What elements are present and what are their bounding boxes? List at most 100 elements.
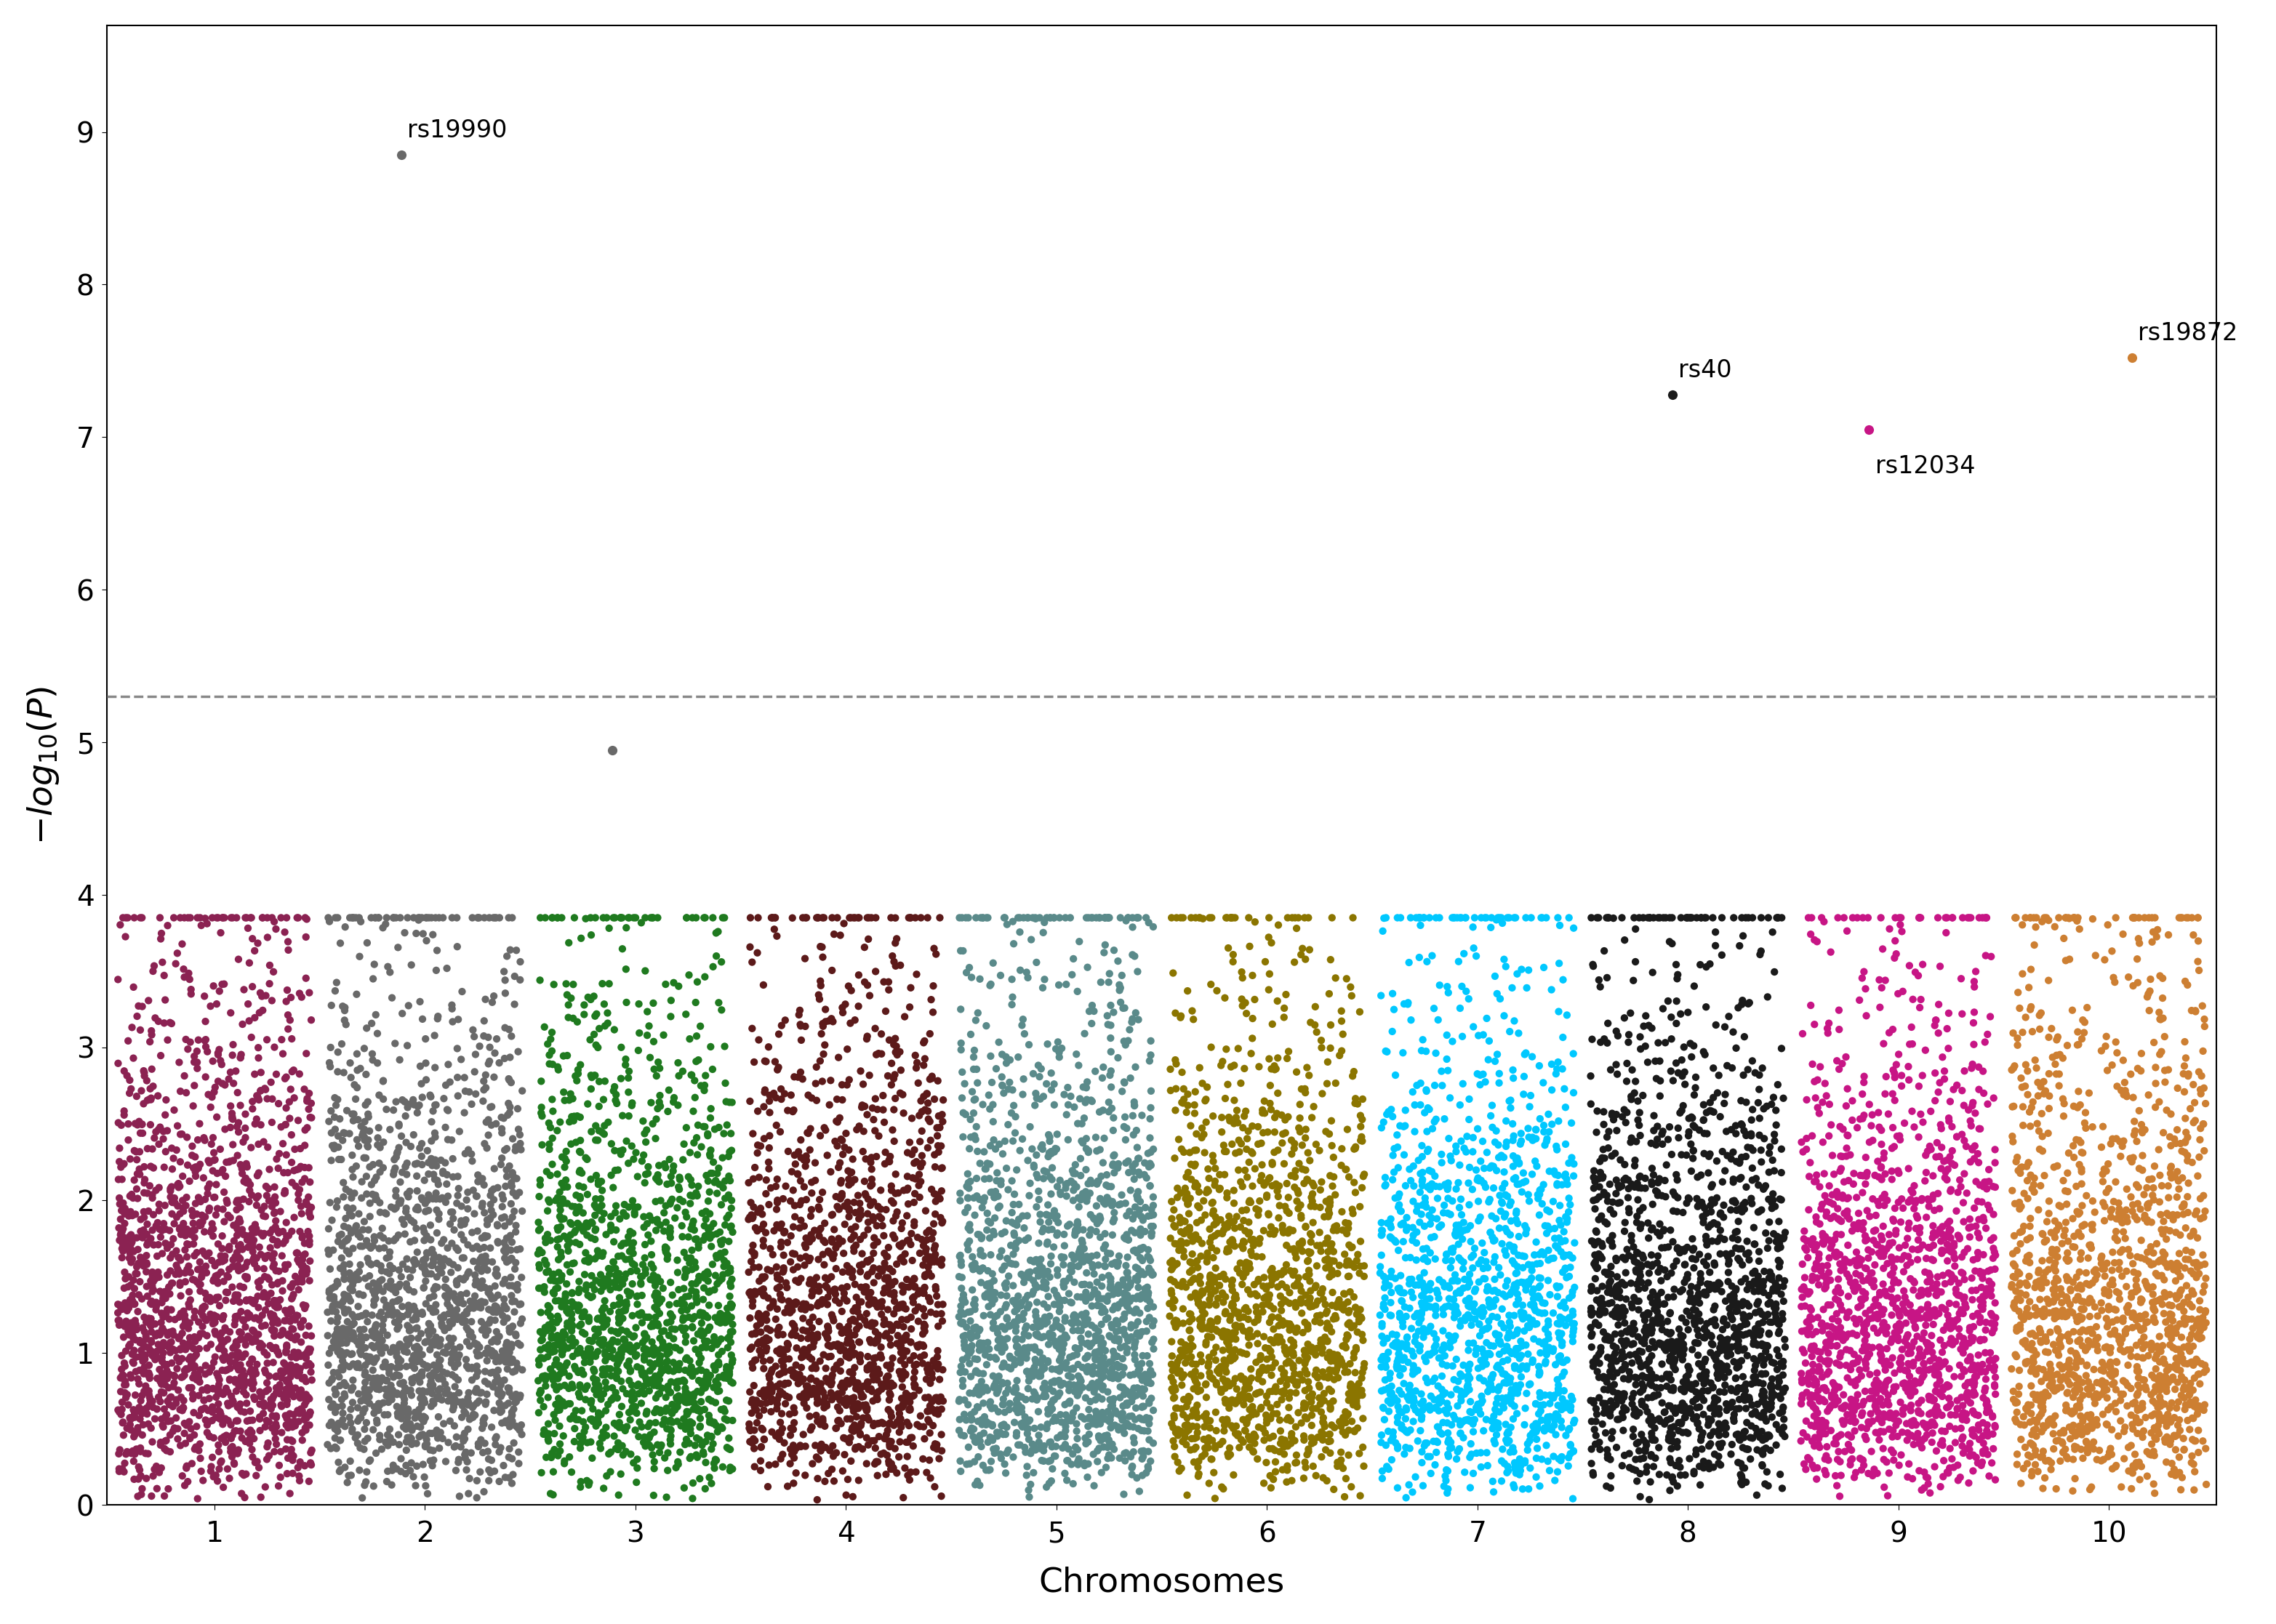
Point bbox=[1921, 1363, 1957, 1389]
Point bbox=[539, 1304, 576, 1330]
Point bbox=[1124, 1281, 1161, 1307]
Point bbox=[1891, 1249, 1928, 1275]
Point bbox=[1727, 1174, 1764, 1200]
Point bbox=[2114, 1304, 2151, 1330]
Point bbox=[817, 1108, 854, 1134]
Point bbox=[1026, 1158, 1063, 1184]
Point bbox=[1484, 1296, 1520, 1322]
Point bbox=[660, 1389, 696, 1415]
Point bbox=[1837, 1247, 1873, 1273]
Point bbox=[187, 1187, 223, 1213]
Point bbox=[337, 1267, 373, 1293]
Point bbox=[1206, 1351, 1243, 1377]
Point bbox=[785, 1380, 822, 1406]
Point bbox=[398, 1315, 435, 1341]
Point bbox=[1723, 1088, 1759, 1114]
Point bbox=[118, 1260, 155, 1286]
Point bbox=[1045, 1337, 1081, 1363]
Point bbox=[1648, 1398, 1684, 1424]
Point bbox=[1174, 1267, 1211, 1293]
Point bbox=[116, 1046, 152, 1072]
Point bbox=[467, 1289, 503, 1315]
Point bbox=[958, 1393, 995, 1419]
Point bbox=[844, 1093, 881, 1119]
Point bbox=[1102, 989, 1138, 1015]
Point bbox=[498, 1166, 535, 1192]
Point bbox=[1839, 1307, 1875, 1333]
Point bbox=[1015, 905, 1052, 931]
Point bbox=[1793, 992, 1830, 1018]
Point bbox=[1231, 1325, 1268, 1351]
Point bbox=[1448, 1460, 1484, 1486]
Point bbox=[1120, 1145, 1156, 1171]
Point bbox=[787, 905, 824, 931]
Point bbox=[223, 1392, 259, 1418]
Point bbox=[2101, 1423, 2137, 1449]
Point bbox=[1609, 1319, 1646, 1345]
Point bbox=[1036, 1278, 1072, 1304]
Point bbox=[373, 1429, 410, 1455]
Point bbox=[1746, 1400, 1782, 1426]
Point bbox=[376, 1364, 412, 1390]
Point bbox=[1932, 1291, 1969, 1317]
Point bbox=[453, 1319, 489, 1345]
Point bbox=[1516, 1242, 1552, 1268]
Point bbox=[1479, 1280, 1516, 1306]
Point bbox=[1766, 1377, 1803, 1403]
Point bbox=[1461, 1203, 1498, 1229]
Point bbox=[783, 1127, 819, 1153]
Point bbox=[1322, 1346, 1359, 1372]
Point bbox=[1946, 1286, 1982, 1312]
Point bbox=[2108, 1078, 2144, 1104]
Point bbox=[489, 1376, 526, 1402]
Point bbox=[1514, 1419, 1550, 1445]
Point bbox=[396, 1298, 432, 1324]
Point bbox=[1882, 1127, 1919, 1153]
Point bbox=[1318, 1306, 1354, 1332]
Point bbox=[901, 1184, 938, 1210]
Point bbox=[1209, 1328, 1245, 1354]
Point bbox=[389, 1203, 426, 1229]
Point bbox=[523, 1460, 560, 1486]
Point bbox=[642, 1434, 678, 1460]
Point bbox=[1115, 1384, 1152, 1410]
Point bbox=[494, 1246, 530, 1272]
Point bbox=[1709, 1327, 1746, 1353]
Point bbox=[1500, 1376, 1536, 1402]
Point bbox=[856, 1233, 892, 1259]
Point bbox=[127, 1359, 164, 1385]
Point bbox=[1882, 1122, 1919, 1148]
Point bbox=[1083, 1332, 1120, 1358]
Point bbox=[1104, 1361, 1140, 1387]
Point bbox=[1716, 1408, 1753, 1434]
Point bbox=[1684, 1210, 1721, 1236]
Point bbox=[1557, 1408, 1593, 1434]
Point bbox=[1650, 1361, 1687, 1387]
Point bbox=[380, 1111, 417, 1137]
Point bbox=[849, 1263, 885, 1289]
Point bbox=[1589, 1364, 1625, 1390]
Point bbox=[250, 1393, 287, 1419]
Point bbox=[1675, 1406, 1712, 1432]
Point bbox=[797, 1380, 833, 1406]
Point bbox=[1402, 905, 1438, 931]
Point bbox=[1445, 1380, 1482, 1406]
Point bbox=[1793, 1452, 1830, 1478]
Point bbox=[2142, 999, 2178, 1025]
Point bbox=[123, 1481, 159, 1507]
Point bbox=[241, 1307, 278, 1333]
Point bbox=[328, 1176, 364, 1202]
Point bbox=[319, 1436, 355, 1462]
Point bbox=[1951, 1437, 1987, 1463]
Point bbox=[196, 1184, 232, 1210]
Point bbox=[947, 1301, 983, 1327]
Point bbox=[790, 1377, 826, 1403]
Point bbox=[1545, 1259, 1582, 1285]
Point bbox=[1941, 1353, 1978, 1379]
Point bbox=[1702, 1202, 1739, 1228]
Point bbox=[287, 1353, 323, 1379]
Point bbox=[608, 1298, 644, 1324]
Point bbox=[733, 905, 769, 931]
Point bbox=[1031, 905, 1067, 931]
Point bbox=[1493, 1208, 1529, 1234]
